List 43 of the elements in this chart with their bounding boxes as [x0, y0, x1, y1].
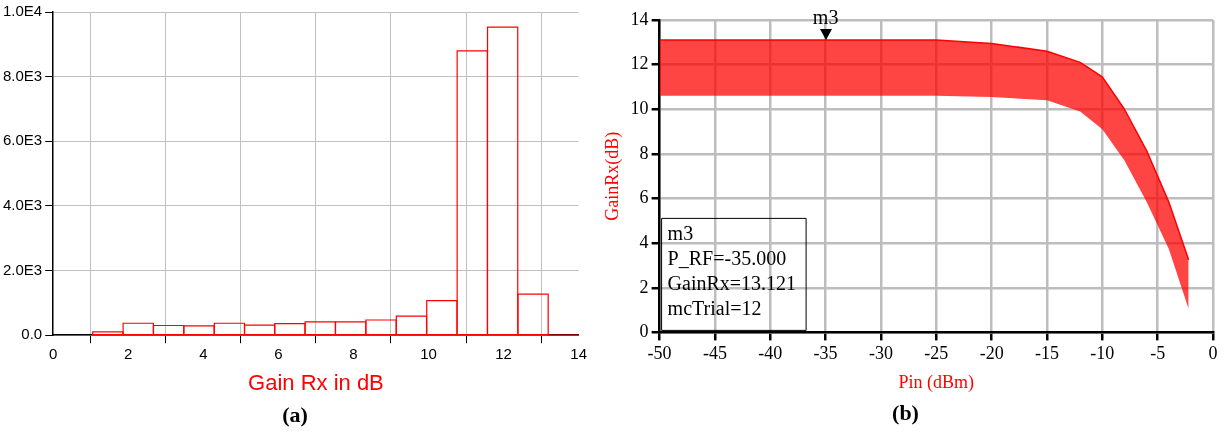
x-tick-label: -35	[813, 342, 838, 363]
y-tick-label: 4.0E3	[3, 196, 43, 214]
x-tick-label: -10	[1090, 342, 1115, 363]
x-tick-label: -50	[647, 342, 672, 363]
y-tick-label: 2	[639, 276, 649, 297]
x-tick-label: 2	[124, 345, 133, 363]
y-axis-title: GainRx(dB)	[601, 131, 623, 221]
y-tick-label: 4	[639, 231, 649, 252]
y-tick-label: 12	[630, 53, 649, 74]
x-tick-label: 8	[349, 345, 358, 363]
x-tick-label: 14	[570, 345, 587, 363]
annotation: P_RF=-35.000	[667, 246, 787, 269]
x-tick-label: 4	[199, 345, 208, 363]
x-tick-label: -45	[702, 342, 727, 363]
y-tick-label: 6	[639, 187, 649, 208]
x-tick-label: 0	[1208, 342, 1218, 363]
y-tick-label: 10	[630, 97, 649, 118]
text: (a)	[282, 402, 308, 428]
y-tick-label: 2.0E3	[3, 260, 43, 278]
annotation: m3	[667, 221, 694, 244]
x-tick-label: 0	[49, 345, 58, 363]
x-tick-label: -20	[979, 342, 1004, 363]
x-tick-label: -5	[1150, 342, 1166, 363]
x-tick-label: 12	[495, 345, 512, 363]
x-axis-title: Pin (dBm)	[898, 371, 975, 393]
y-tick-label: 8	[639, 142, 649, 163]
annotation: m3	[812, 5, 839, 28]
text: (b)	[892, 400, 919, 426]
x-tick-label: -15	[1034, 342, 1059, 363]
x-tick-label: -40	[758, 342, 783, 363]
x-tick-label: 10	[420, 345, 437, 363]
annotation: GainRx=13.121	[667, 271, 797, 294]
y-tick-label: 0	[639, 321, 649, 342]
y-tick-label: 1.0E4	[3, 2, 43, 20]
y-tick-label: 0.0	[21, 325, 43, 343]
y-tick-label: 14	[630, 8, 649, 29]
y-tick-label: 8.0E3	[3, 66, 43, 84]
y-tick-label: 6.0E3	[3, 131, 43, 149]
annotation: mcTrial=12	[667, 296, 762, 319]
x-tick-label: -25	[924, 342, 949, 363]
x-axis-title: Gain Rx in dB	[248, 370, 384, 396]
x-tick-label: 6	[274, 345, 283, 363]
x-tick-label: -30	[868, 342, 893, 363]
